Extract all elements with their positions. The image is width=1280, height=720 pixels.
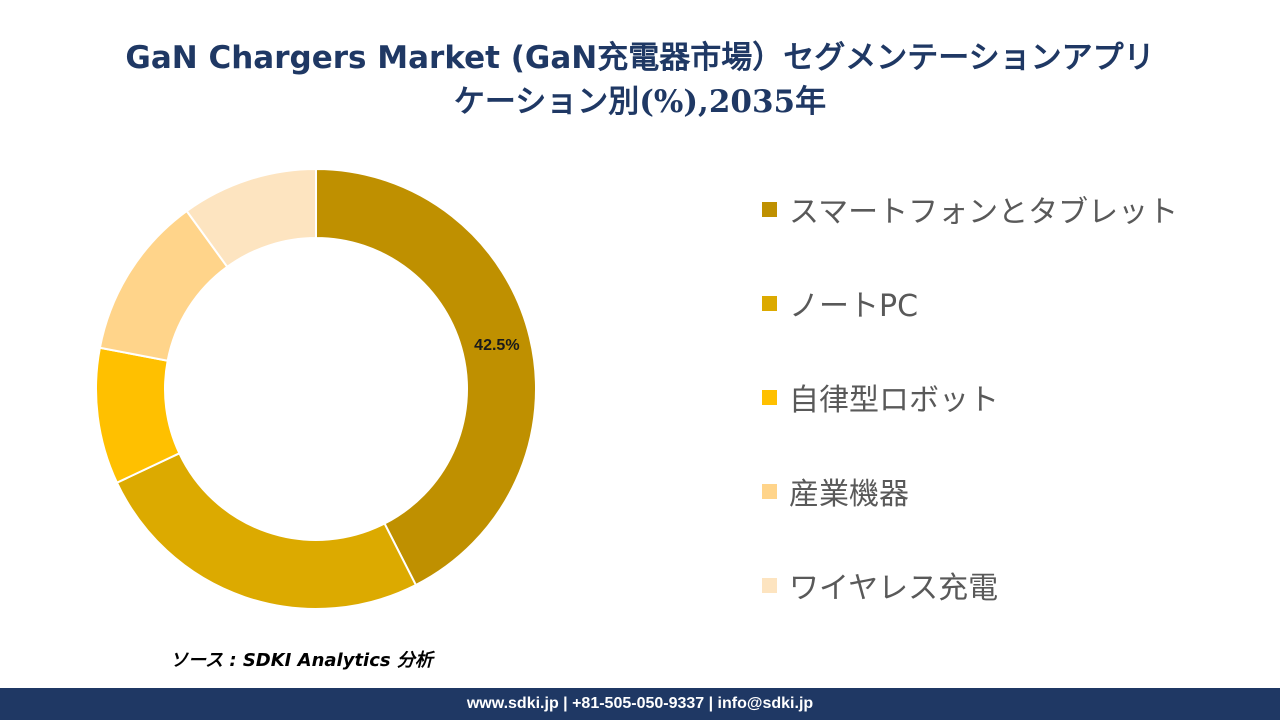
- chart-title-line1: GaN Chargers Market (GaN充電器市場）セグメンテーションア…: [125, 40, 1155, 76]
- legend: スマートフォンとタブレット ノートPC 自律型ロボット 産業機器 ワイヤレス充電: [762, 186, 1262, 656]
- chart-title-line2: ケーション別(%),2035年: [453, 84, 827, 120]
- legend-swatch: [762, 483, 777, 499]
- legend-label: ワイヤレス充電: [789, 571, 999, 606]
- legend-swatch: [762, 389, 777, 405]
- footer-bar: www.sdki.jp | +81-505-050-9337 | info@sd…: [0, 688, 1280, 720]
- donut-slice-1: [315, 167, 537, 587]
- legend-item-smartphone-tablet: スマートフォンとタブレット: [762, 186, 1262, 232]
- legend-item-notebook-pc: ノートPC: [762, 280, 1262, 326]
- donut-slices: [95, 167, 537, 610]
- legend-item-industrial-equipment: 産業機器: [762, 468, 1262, 514]
- donut-data-label-1: 42.5%: [474, 337, 519, 354]
- chart-title: GaN Chargers Market (GaN充電器市場）セグメンテーションア…: [40, 36, 1240, 124]
- donut-chart: 42.5%: [95, 167, 537, 610]
- legend-swatch: [762, 201, 777, 217]
- donut-slice-2: [115, 451, 418, 610]
- legend-label: ノートPC: [789, 289, 919, 324]
- legend-swatch: [762, 577, 777, 593]
- footer-contact: www.sdki.jp | +81-505-050-9337 | info@sd…: [466, 695, 814, 712]
- legend-label: スマートフォンとタブレット: [789, 195, 1179, 230]
- legend-item-wireless-charging: ワイヤレス充電: [762, 562, 1262, 608]
- source-note: ソース : SDKI Analytics 分析: [170, 650, 433, 671]
- donut-data-labels: 42.5%: [474, 337, 519, 354]
- legend-swatch: [762, 295, 777, 311]
- legend-label: 自律型ロボット: [789, 383, 999, 418]
- donut-slice-5: [185, 167, 317, 269]
- legend-item-autonomous-robot: 自律型ロボット: [762, 374, 1262, 420]
- legend-label: 産業機器: [789, 477, 909, 512]
